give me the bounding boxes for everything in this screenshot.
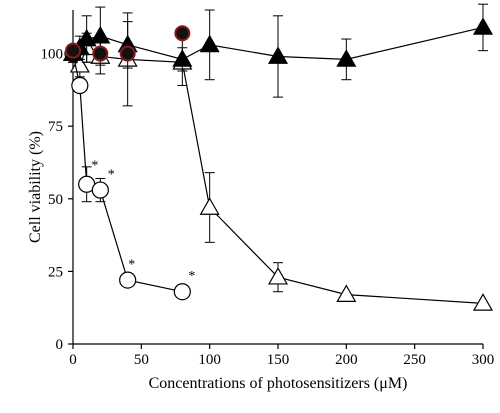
annotation-layer: * * * * [91, 159, 195, 284]
series-layer [62, 3, 494, 311]
data-point [472, 293, 494, 311]
significance-asterisk: * [128, 257, 135, 272]
data-point [173, 283, 191, 301]
significance-asterisk: * [91, 159, 98, 174]
data-point [90, 25, 111, 44]
data-point [267, 266, 289, 285]
data-point [336, 284, 357, 302]
significance-asterisk: * [108, 167, 115, 182]
data-point [119, 271, 137, 289]
data-point [91, 181, 109, 199]
data-point [267, 46, 289, 64]
data-point [472, 17, 494, 35]
data-point [199, 34, 220, 53]
series-filled-circle-redrim [65, 25, 191, 62]
data-point [76, 28, 97, 47]
data-point [71, 76, 89, 95]
y-tick-label: 75 [48, 119, 63, 135]
x-tick-label: 200 [335, 352, 358, 368]
x-axis-label: Concentrations of photosensitizers (μM) [149, 375, 408, 392]
data-point [92, 45, 109, 62]
y-tick-label: 50 [48, 192, 63, 208]
data-point [119, 45, 136, 62]
tick-marks [68, 52, 484, 349]
y-tick-label: 0 [56, 337, 64, 353]
y-axis-label: Cell viability (%) [27, 131, 44, 243]
tick-labels: 0 50 100 150 200 250 300 0 25 50 75 100 [41, 47, 495, 368]
x-tick-label: 100 [198, 352, 221, 368]
x-tick-label: 300 [472, 352, 495, 368]
x-tick-label: 250 [403, 352, 426, 368]
x-tick-label: 0 [69, 352, 77, 368]
data-point [172, 49, 193, 67]
data-point [336, 49, 357, 67]
data-point [174, 25, 191, 42]
series-open-circle [64, 44, 191, 301]
data-point [199, 197, 220, 215]
y-tick-label: 25 [48, 264, 63, 280]
y-tick-label: 100 [41, 47, 64, 63]
x-tick-label: 50 [134, 352, 149, 368]
x-tick-label: 150 [267, 352, 290, 368]
series-line [72, 46, 484, 304]
data-point [65, 42, 81, 59]
significance-asterisk: * [188, 269, 195, 284]
